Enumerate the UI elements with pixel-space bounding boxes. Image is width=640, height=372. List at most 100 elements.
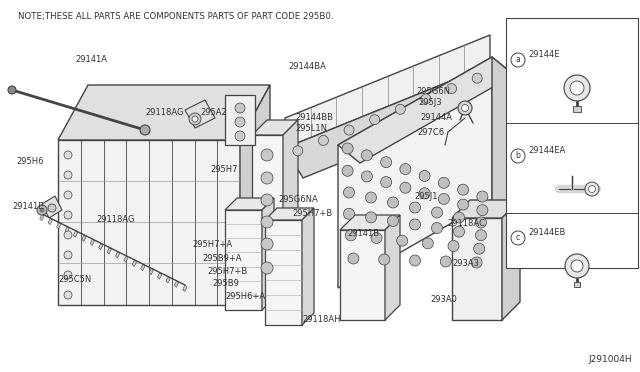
Circle shape xyxy=(379,254,390,265)
Polygon shape xyxy=(492,57,514,218)
Circle shape xyxy=(64,211,72,219)
Circle shape xyxy=(140,125,150,135)
Polygon shape xyxy=(42,196,62,218)
Circle shape xyxy=(64,271,72,279)
Polygon shape xyxy=(58,85,270,140)
Circle shape xyxy=(387,215,399,227)
Polygon shape xyxy=(502,200,520,320)
Circle shape xyxy=(564,75,590,101)
Text: 295L1N: 295L1N xyxy=(295,124,327,133)
Circle shape xyxy=(431,207,442,218)
Circle shape xyxy=(471,257,482,268)
Circle shape xyxy=(570,81,584,95)
Text: 295G6NA: 295G6NA xyxy=(278,195,317,204)
Text: 29144EB: 29144EB xyxy=(528,228,565,237)
Circle shape xyxy=(64,191,72,199)
Circle shape xyxy=(472,73,482,83)
Circle shape xyxy=(64,171,72,179)
Text: J291004H: J291004H xyxy=(588,355,632,364)
Text: 295H7+B: 295H7+B xyxy=(207,267,247,276)
Polygon shape xyxy=(452,218,502,320)
Circle shape xyxy=(431,222,442,234)
Polygon shape xyxy=(252,120,298,135)
Circle shape xyxy=(458,199,468,210)
Polygon shape xyxy=(265,208,314,220)
Polygon shape xyxy=(48,218,52,225)
Circle shape xyxy=(37,205,47,215)
Text: 295C5N: 295C5N xyxy=(58,275,92,284)
Polygon shape xyxy=(40,214,44,221)
Circle shape xyxy=(454,212,465,223)
Circle shape xyxy=(410,202,420,213)
Polygon shape xyxy=(166,277,170,283)
Circle shape xyxy=(565,254,589,278)
Text: 295H6: 295H6 xyxy=(16,157,44,166)
Circle shape xyxy=(511,231,525,245)
Circle shape xyxy=(410,255,420,266)
Text: 29144EA: 29144EA xyxy=(528,146,565,155)
Polygon shape xyxy=(338,57,492,288)
Circle shape xyxy=(397,235,408,246)
Circle shape xyxy=(261,149,273,161)
Circle shape xyxy=(476,230,486,241)
Polygon shape xyxy=(302,208,314,325)
Polygon shape xyxy=(74,231,77,237)
Circle shape xyxy=(344,125,354,135)
Circle shape xyxy=(589,186,595,192)
Circle shape xyxy=(64,231,72,239)
Circle shape xyxy=(48,204,56,212)
Text: NOTE;THESE ALL PARTS ARE COMPONENTS PARTS OF PART CODE 295B0.: NOTE;THESE ALL PARTS ARE COMPONENTS PART… xyxy=(18,12,333,21)
Circle shape xyxy=(346,230,356,241)
Circle shape xyxy=(419,170,430,182)
Circle shape xyxy=(387,197,399,208)
Circle shape xyxy=(438,177,449,188)
Circle shape xyxy=(400,182,411,193)
Polygon shape xyxy=(174,281,179,287)
Polygon shape xyxy=(82,235,86,241)
Polygon shape xyxy=(58,140,240,305)
Polygon shape xyxy=(99,243,103,250)
Circle shape xyxy=(511,53,525,67)
Circle shape xyxy=(421,94,431,104)
Circle shape xyxy=(344,187,355,198)
Circle shape xyxy=(440,256,451,267)
Circle shape xyxy=(476,217,486,228)
Circle shape xyxy=(8,86,16,94)
Circle shape xyxy=(235,117,245,127)
Text: 29144A: 29144A xyxy=(420,113,452,122)
Polygon shape xyxy=(149,268,154,275)
Polygon shape xyxy=(385,215,400,320)
Text: 295J1: 295J1 xyxy=(414,192,438,201)
Circle shape xyxy=(64,251,72,259)
Circle shape xyxy=(319,135,328,145)
Polygon shape xyxy=(56,222,61,229)
Text: 295A2: 295A2 xyxy=(200,108,227,117)
Polygon shape xyxy=(285,65,508,178)
Circle shape xyxy=(261,238,273,250)
Circle shape xyxy=(365,212,376,223)
Polygon shape xyxy=(107,247,111,254)
Polygon shape xyxy=(262,198,274,310)
Circle shape xyxy=(585,182,599,196)
Circle shape xyxy=(477,205,488,216)
Circle shape xyxy=(438,193,449,205)
Text: 293A3: 293A3 xyxy=(452,259,479,268)
Polygon shape xyxy=(65,227,69,233)
Circle shape xyxy=(293,146,303,156)
Circle shape xyxy=(381,177,392,187)
Circle shape xyxy=(400,164,411,174)
Polygon shape xyxy=(285,35,490,148)
Bar xyxy=(574,282,580,287)
Polygon shape xyxy=(252,135,283,295)
Circle shape xyxy=(447,84,456,94)
Polygon shape xyxy=(340,215,400,230)
Circle shape xyxy=(448,241,459,251)
Circle shape xyxy=(461,105,468,112)
Text: b: b xyxy=(516,151,520,160)
Circle shape xyxy=(342,143,353,154)
Text: 297C6: 297C6 xyxy=(417,128,444,137)
Circle shape xyxy=(348,253,359,264)
Text: 29118AG: 29118AG xyxy=(96,215,134,224)
Circle shape xyxy=(261,194,273,206)
Circle shape xyxy=(235,131,245,141)
